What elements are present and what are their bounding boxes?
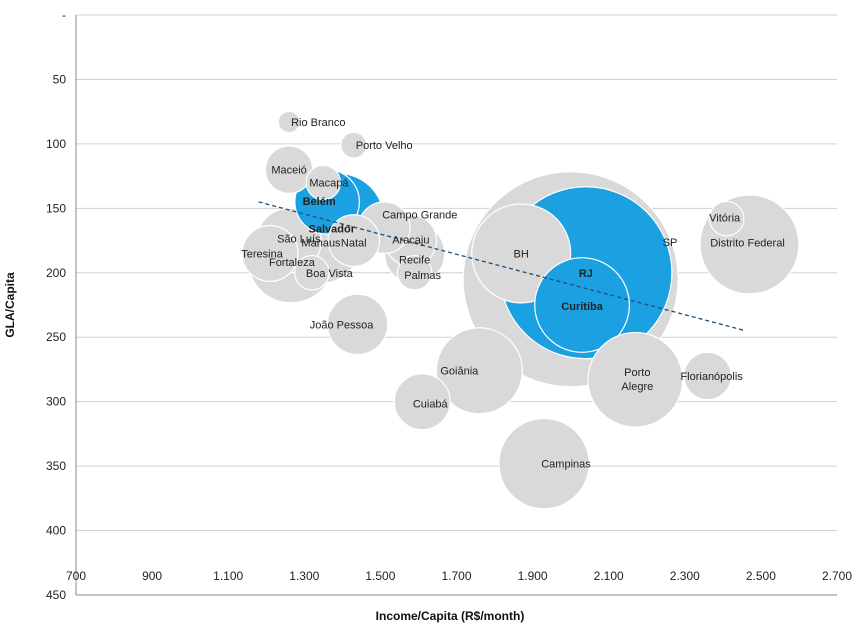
x-tick-label: 700 xyxy=(66,569,86,583)
x-tick-label: 1.900 xyxy=(518,569,548,583)
label-florianopolis: Florianópolis xyxy=(680,371,743,383)
label-cuiaba: Cuiabá xyxy=(413,399,449,411)
y-tick-label: - xyxy=(62,8,66,22)
bubble-palmas xyxy=(396,254,433,291)
bubble-labels: SP RJ BH Curitiba Distrito Federal Vitória Por… xyxy=(241,117,785,471)
label-belem: Belém xyxy=(303,196,336,208)
bubble-cuiaba xyxy=(393,373,451,431)
label-rio-branco: Rio Branco xyxy=(291,117,345,129)
bubble-rio-branco xyxy=(277,110,301,134)
label-sao-luis: São Luís xyxy=(277,234,321,246)
bubble-vitoria xyxy=(708,200,745,237)
y-tick-label: 150 xyxy=(46,201,66,215)
label-distrito-federal: Distrito Federal xyxy=(710,237,785,249)
x-tick-label: 2.700 xyxy=(822,569,852,583)
x-tick-label: 1.100 xyxy=(213,569,243,583)
y-tick-label: 200 xyxy=(46,266,66,280)
label-rj: RJ xyxy=(579,268,593,280)
bubble-joao-pessoa xyxy=(326,293,389,356)
label-teresina: Teresina xyxy=(241,248,283,260)
bubble-macapa xyxy=(305,164,342,201)
bubble-porto-velho xyxy=(340,131,368,159)
y-tick-label: 400 xyxy=(46,524,66,538)
bubble-campinas xyxy=(498,417,590,510)
label-boa-vista: Boa Vista xyxy=(306,268,354,280)
label-recife: Recife xyxy=(399,254,430,266)
bubble-teresina xyxy=(241,224,299,282)
x-tick-label: 2.300 xyxy=(670,569,700,583)
y-tick-label: 300 xyxy=(46,395,66,409)
label-joao-pessoa: João Pessoa xyxy=(310,319,374,331)
label-vitoria: Vitória xyxy=(709,213,741,225)
bubble-porto-alegre xyxy=(587,331,684,428)
label-salvador: Salvador xyxy=(309,224,356,236)
x-tick-label: 1.700 xyxy=(441,569,471,583)
x-axis-title: Income/Capita (R$/month) xyxy=(376,609,525,623)
y-tick-labels: - 50 100 150 200 250 300 350 400 450 xyxy=(46,8,66,602)
label-porto-alegre: Porto Alegre xyxy=(621,367,653,393)
x-tick-label: 1.500 xyxy=(365,569,395,583)
x-tick-label: 900 xyxy=(142,569,162,583)
x-tick-label: 2.100 xyxy=(594,569,624,583)
y-tick-label: 350 xyxy=(46,459,66,473)
y-tick-label: 100 xyxy=(46,137,66,151)
label-aracaju: Aracaju xyxy=(392,235,429,247)
label-curitiba: Curitiba xyxy=(561,301,603,313)
label-sp: SP xyxy=(663,237,678,249)
label-goiania: Goiânia xyxy=(440,366,479,378)
x-tick-labels: 700 900 1.100 1.300 1.500 1.700 1.900 2.100 2.30… xyxy=(66,569,852,583)
label-campo-grande: Campo Grande xyxy=(382,210,457,222)
label-porto-velho: Porto Velho xyxy=(356,140,413,152)
x-tick-label: 1.300 xyxy=(289,569,319,583)
label-fortaleza: Fortaleza xyxy=(269,257,316,269)
label-campinas: Campinas xyxy=(541,459,591,471)
label-natal: Natal xyxy=(341,238,367,250)
bubble-natal xyxy=(327,214,381,267)
bubble-florianopolis xyxy=(683,351,732,401)
bubbles xyxy=(241,110,800,510)
label-macapa: Macapá xyxy=(309,178,349,190)
bubble-goiania xyxy=(435,327,523,415)
label-palmas: Palmas xyxy=(404,270,441,282)
x-tick-label: 2.500 xyxy=(746,569,776,583)
label-maceio: Maceió xyxy=(271,165,306,177)
y-tick-label: 450 xyxy=(46,588,66,602)
y-tick-label: 250 xyxy=(46,330,66,344)
axes xyxy=(75,15,837,596)
y-tick-label: 50 xyxy=(53,72,67,86)
y-axis-title: GLA/Capita xyxy=(3,272,17,338)
label-manaus: Manaus xyxy=(301,237,341,249)
label-bh: BH xyxy=(514,248,529,260)
bubble-boa-vista xyxy=(294,254,330,291)
